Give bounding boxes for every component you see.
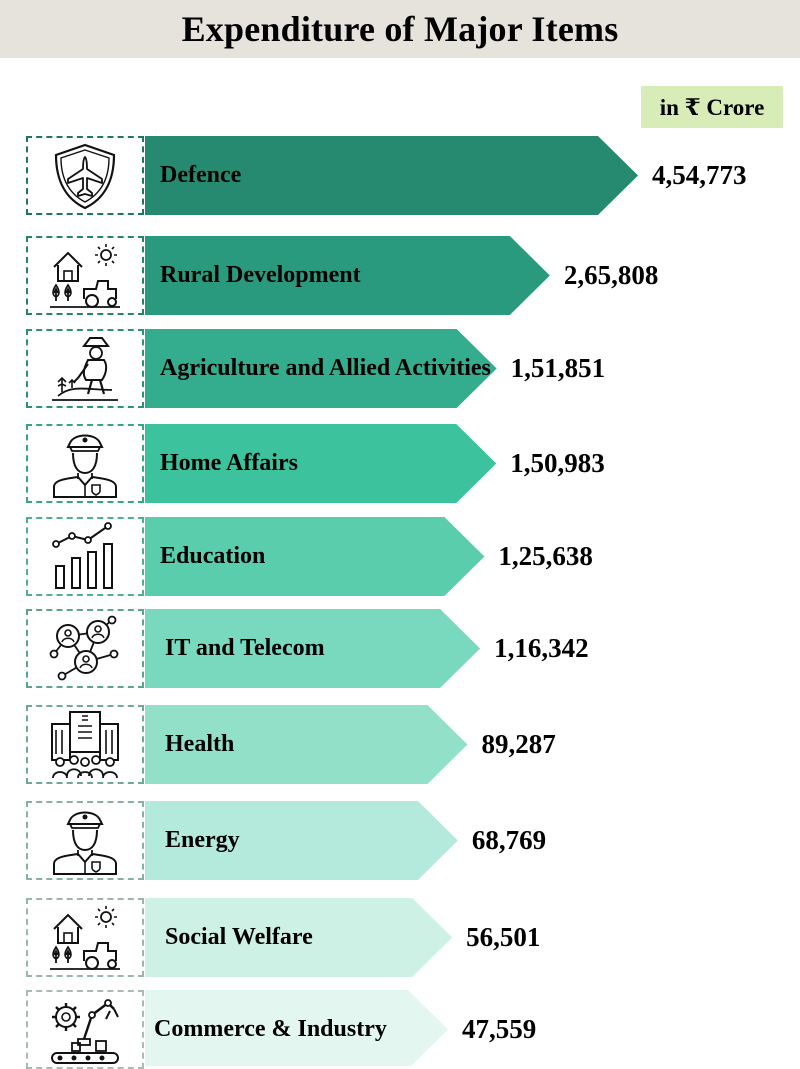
bar <box>145 424 497 503</box>
bar <box>145 990 448 1066</box>
icon-box <box>26 705 144 784</box>
title-bar: Expenditure of Major Items <box>0 0 800 58</box>
bar <box>145 705 468 784</box>
icon-box <box>26 517 144 596</box>
icon-box <box>26 898 144 977</box>
value-label: 56,501 <box>466 922 541 952</box>
growth-bar-chart-icon <box>52 521 113 589</box>
farm-tractor-icon <box>50 243 120 308</box>
value-label: 89,287 <box>481 729 556 759</box>
icon-box <box>26 136 144 215</box>
value-label: 2,65,808 <box>563 260 659 290</box>
icon-box <box>26 424 144 503</box>
unit-badge: in ₹ Crore <box>641 86 783 128</box>
value-label: 68,769 <box>471 825 547 855</box>
bar-label: Energy <box>165 827 240 853</box>
bar-label: Home Affairs <box>160 450 298 476</box>
bar-label: Education <box>160 543 266 569</box>
value-label: 1,50,983 <box>510 448 605 478</box>
bar <box>145 801 458 880</box>
bar-label: Rural Development <box>160 262 361 288</box>
bar-label: Agriculture and Allied Activities <box>160 355 491 381</box>
police-officer-icon <box>53 434 117 498</box>
bar <box>145 329 497 408</box>
bar-label: IT and Telecom <box>165 635 325 661</box>
value-label: 1,16,342 <box>494 633 589 663</box>
farmer-planting-icon <box>52 336 118 401</box>
value-label: 1,51,851 <box>510 353 606 383</box>
bar-label: Social Welfare <box>165 924 313 950</box>
icon-box <box>26 329 144 408</box>
bar <box>145 236 550 315</box>
bar <box>145 136 638 215</box>
bar <box>145 609 481 688</box>
value-label: 1,25,638 <box>498 541 593 571</box>
chart-title: Expenditure of Major Items <box>181 9 619 49</box>
bar-label: Defence <box>160 162 242 188</box>
robot-arm-factory-icon <box>51 998 119 1064</box>
icon-box <box>26 609 144 688</box>
bar-label: Commerce & Industry <box>154 1016 387 1042</box>
shield-jet-icon <box>54 143 116 209</box>
bar-label: Health <box>165 731 235 757</box>
bar <box>145 517 485 596</box>
icon-box <box>26 990 144 1069</box>
police-officer-icon <box>53 811 117 875</box>
icon-box <box>26 236 144 315</box>
bar <box>145 898 453 977</box>
hospital-crowd-icon <box>51 710 119 778</box>
farm-tractor-icon <box>50 905 120 970</box>
value-label: 4,54,773 <box>652 160 747 190</box>
icon-box <box>26 801 144 880</box>
value-label: 47,559 <box>462 1014 537 1044</box>
network-people-icon <box>49 615 119 680</box>
